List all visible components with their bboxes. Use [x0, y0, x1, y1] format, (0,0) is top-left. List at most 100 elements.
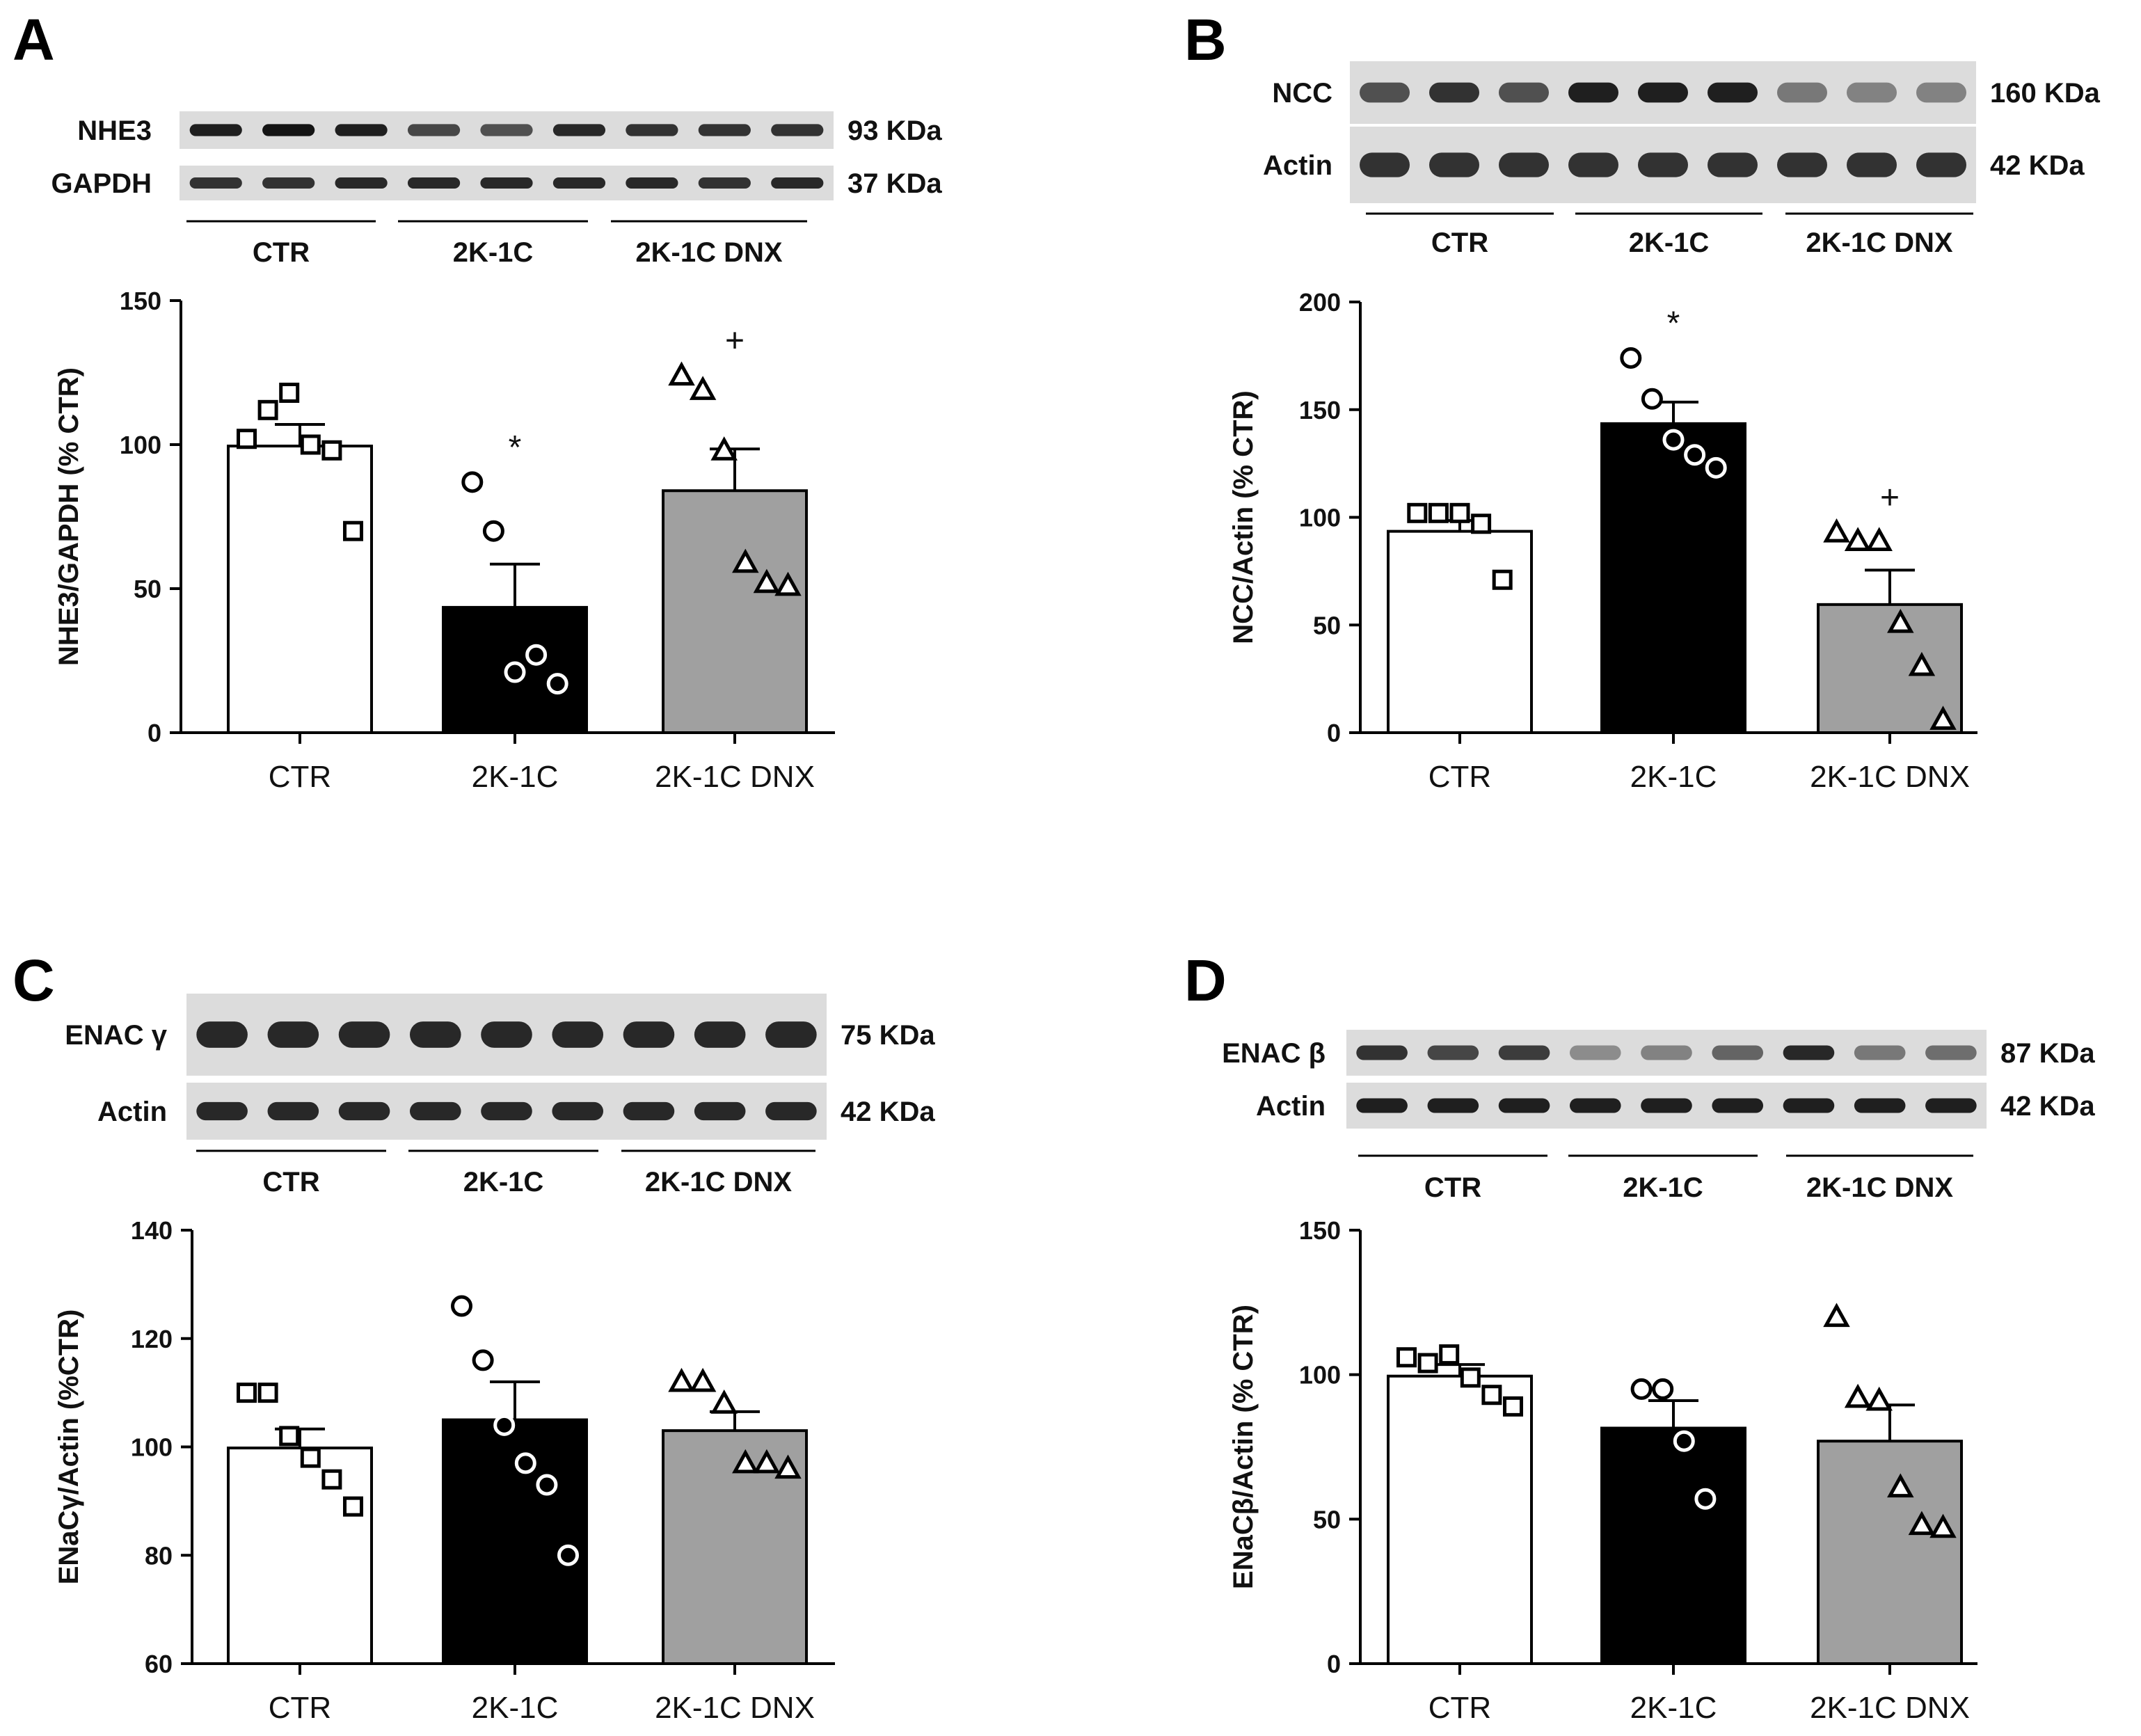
blot-kda-label: 93 KDa	[847, 116, 942, 146]
blot-band	[623, 1021, 675, 1048]
blot-kda-label: 160 KDa	[1990, 78, 2101, 109]
blot-band	[1712, 1045, 1764, 1060]
y-tick-label: 50	[1313, 611, 1341, 639]
data-point	[1503, 1396, 1523, 1417]
blot-band	[1925, 1045, 1977, 1060]
blot-band	[338, 1021, 390, 1048]
blot-band	[1641, 1045, 1692, 1060]
blot-band	[1569, 1098, 1621, 1113]
blot-band	[552, 1021, 604, 1048]
y-tick-label: 50	[1313, 1505, 1341, 1534]
significance-mark: +	[725, 323, 745, 360]
x-category-label: 2K-1C	[472, 760, 559, 794]
blot-band	[552, 1101, 604, 1121]
data-point	[504, 661, 526, 683]
data-point	[1887, 609, 1914, 633]
data-point	[1865, 527, 1893, 552]
data-point	[732, 1449, 759, 1474]
data-point	[1694, 1488, 1717, 1510]
y-tick-label: 50	[134, 575, 161, 603]
data-point	[546, 673, 568, 695]
blot-band	[1916, 82, 1966, 103]
blot-band	[196, 1021, 248, 1048]
data-point	[321, 440, 342, 461]
blot-band	[262, 177, 315, 189]
western-blot: ENAC γ 75 KDa Actin 42 KDa CTR 2K-1C 2K-1C DNX	[65, 994, 935, 1197]
data-point	[279, 1426, 300, 1447]
x-category-label: CTR	[269, 1691, 331, 1725]
blot-band	[409, 1101, 461, 1121]
western-blot: NCC 160 KDa Actin 42 KDa CTR 2K-1C 2K-1C DNX	[1263, 61, 2101, 258]
panel-letter: C	[13, 948, 55, 1013]
x-category-label: 2K-1C DNX	[655, 760, 815, 794]
blot-band	[552, 177, 606, 189]
blot-band	[407, 124, 461, 136]
blot-band	[552, 124, 606, 136]
bar	[662, 489, 808, 734]
blot-protein-label: NHE3	[77, 116, 152, 146]
blot-band	[1499, 82, 1549, 103]
panel-letter: B	[1184, 7, 1227, 72]
blot-band	[771, 177, 824, 189]
blot-kda-label: 37 KDa	[847, 168, 942, 199]
data-point	[1673, 1430, 1695, 1452]
data-point	[1471, 513, 1492, 534]
data-point	[710, 1389, 738, 1414]
data-point	[1417, 1353, 1438, 1373]
blot-band	[765, 1021, 817, 1048]
bar	[442, 1418, 588, 1665]
y-tick-label: 100	[131, 1433, 173, 1462]
blot-group-label: CTR	[253, 237, 310, 268]
blot-band	[1777, 82, 1827, 103]
data-point	[343, 1496, 363, 1517]
y-tick-label: 150	[1299, 396, 1341, 424]
bar-chart: * +0 50 100 150 200 CTR 2K-1C 2K-1C DNX NCC/Actin…	[1228, 288, 1977, 794]
y-tick-label: 150	[120, 287, 161, 315]
blot-kda-label: 42 KDa	[841, 1097, 935, 1127]
panel-letter: D	[1184, 948, 1227, 1013]
data-point	[1684, 444, 1706, 466]
data-point	[1929, 706, 1957, 730]
blot-group-label: 2K-1C DNX	[635, 237, 782, 268]
blot-band	[481, 1021, 532, 1048]
blot-band	[1638, 152, 1688, 177]
blot-band	[409, 1021, 461, 1048]
blot-group-label: 2K-1C	[463, 1167, 544, 1197]
data-point	[774, 571, 802, 596]
blot-group-label: CTR	[1424, 1172, 1481, 1203]
data-point	[1407, 502, 1428, 523]
blot-band	[1854, 1098, 1906, 1113]
data-point	[300, 434, 321, 455]
blot-band	[407, 177, 461, 189]
blot-band	[1638, 82, 1688, 103]
significance-mark: *	[509, 429, 522, 466]
blot-band	[1498, 1098, 1550, 1113]
blot-band	[1708, 152, 1758, 177]
blot-band	[1360, 82, 1410, 103]
panel-letter: A	[13, 7, 55, 72]
blot-kda-label: 87 KDa	[2000, 1038, 2095, 1069]
blot-band	[1708, 82, 1758, 103]
significance-mark: *	[1667, 305, 1680, 342]
blot-band	[1427, 1098, 1479, 1113]
blot-protein-label: GAPDH	[51, 168, 152, 199]
data-point	[257, 399, 278, 420]
blot-band	[626, 177, 678, 189]
data-point	[753, 1449, 781, 1474]
data-point	[1396, 1347, 1417, 1368]
data-point	[1823, 518, 1850, 543]
y-tick-label: 80	[145, 1541, 173, 1570]
y-tick-label: 60	[145, 1650, 173, 1678]
data-point	[557, 1544, 579, 1566]
bar	[227, 445, 373, 734]
data-point	[472, 1349, 494, 1371]
blot-band	[1925, 1098, 1977, 1113]
blot-band	[1847, 82, 1897, 103]
y-tick-label: 140	[131, 1216, 173, 1245]
blot-band	[1712, 1098, 1764, 1113]
blot-group-label: CTR	[1431, 228, 1488, 258]
bar	[1600, 1426, 1746, 1666]
blot-band	[771, 124, 824, 136]
y-axis-title: NCC/Actin (% CTR)	[1228, 390, 1259, 644]
